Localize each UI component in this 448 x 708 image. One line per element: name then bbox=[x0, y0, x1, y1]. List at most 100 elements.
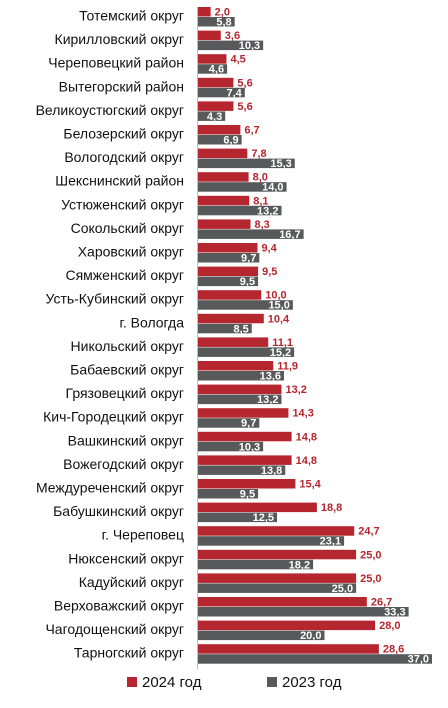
value-label-2023: 13,8 bbox=[261, 465, 282, 477]
value-label-2024: 10,4 bbox=[268, 313, 290, 325]
value-label-2023: 10,3 bbox=[239, 40, 260, 52]
bar-2024 bbox=[198, 290, 262, 300]
chart-row: Междуреченский округ 15,4 9,5 bbox=[36, 479, 322, 501]
chart-row: Верховажский округ 26,733,3 bbox=[54, 597, 409, 619]
bar-2023 bbox=[198, 111, 226, 121]
category-label: Вашкинский округ bbox=[68, 432, 184, 448]
value-label-2023: 12,5 bbox=[253, 512, 274, 524]
chart-row: Чагодощенский округ 28,0 20,0 bbox=[45, 620, 400, 642]
legend-label-2023: 2023 год bbox=[282, 674, 342, 691]
bar-2023 bbox=[198, 205, 282, 216]
value-label-2024: 28,6 bbox=[383, 644, 404, 656]
chart-row: Харовский округ 9,4 9,7 bbox=[78, 243, 278, 265]
bar-2024 bbox=[198, 549, 357, 560]
value-label-2024: 18,8 bbox=[321, 502, 342, 514]
bar-2023 bbox=[198, 441, 264, 452]
value-label-2023: 13,2 bbox=[257, 205, 278, 217]
category-label: Тарногский округ bbox=[74, 645, 184, 661]
bar-2023 bbox=[198, 536, 345, 546]
chart-row: Усть-Кубинский округ 10,015,0 bbox=[45, 290, 293, 312]
bar-2024 bbox=[198, 384, 282, 395]
value-label-2024: 9,4 bbox=[261, 243, 277, 255]
category-label: Вытегорский район bbox=[59, 78, 184, 94]
bar-2024 bbox=[198, 266, 259, 277]
legend-swatch-2023 bbox=[267, 677, 277, 687]
category-label: Междуреченский округ bbox=[36, 480, 184, 496]
bar-2023 bbox=[198, 323, 252, 334]
value-label-2024: 13,2 bbox=[285, 384, 306, 396]
value-label-2024: 14,3 bbox=[292, 408, 313, 420]
value-label-2023: 4,3 bbox=[207, 111, 222, 123]
value-label-2024: 24,7 bbox=[358, 526, 379, 538]
value-label-2024: 8,0 bbox=[253, 172, 268, 184]
bar-2023 bbox=[198, 394, 282, 405]
bar-2023 bbox=[198, 64, 228, 74]
chart-row: Великоустюгский округ 5,6 4,3 bbox=[36, 101, 253, 123]
bar-2024 bbox=[198, 101, 234, 111]
category-label: Бабушкинский округ bbox=[53, 503, 184, 519]
value-label-2023: 4,6 bbox=[209, 64, 224, 76]
chart-row: Бабаевский округ 11,913,6 bbox=[70, 361, 298, 383]
value-label-2024: 14,8 bbox=[296, 431, 317, 443]
chart-row: Устюженский округ 8,113,2 bbox=[61, 195, 282, 217]
category-label: Грязовецкий округ bbox=[66, 385, 184, 401]
value-label-2023: 6,9 bbox=[223, 135, 238, 147]
category-label: Вологодский округ bbox=[64, 149, 184, 165]
bar-2023 bbox=[198, 347, 295, 357]
legend-swatch-2024 bbox=[127, 677, 137, 687]
category-label: Великоустюгский округ bbox=[36, 102, 184, 118]
value-label-2023: 18,2 bbox=[289, 559, 310, 571]
bar-2024 bbox=[198, 54, 227, 64]
value-label-2023: 9,7 bbox=[241, 253, 256, 265]
chart-row: Никольский округ 11,115,2 bbox=[71, 337, 295, 359]
value-label-2023: 16,7 bbox=[279, 229, 300, 241]
chart-row: г. Череповец 24,7 23,1 bbox=[102, 526, 380, 548]
chart-row: Вожегодский округ 14,8 13,8 bbox=[63, 455, 317, 477]
chart-row: Череповецкий район 4,5 4,6 bbox=[48, 54, 245, 76]
category-label: Сокольский округ bbox=[71, 220, 184, 236]
chart-row: Вологодский округ 7,8 15,3 bbox=[64, 148, 295, 170]
value-label-2024: 6,7 bbox=[244, 125, 259, 137]
value-label-2023: 7,4 bbox=[227, 87, 243, 99]
value-label-2024: 25,0 bbox=[360, 573, 381, 585]
bar-2024 bbox=[198, 7, 211, 17]
category-label: Верховажский округ bbox=[54, 598, 184, 614]
bar-2023 bbox=[198, 583, 357, 593]
bar-2023 bbox=[198, 630, 325, 641]
value-label-2024: 4,5 bbox=[230, 54, 245, 66]
value-label-2024: 10,0 bbox=[265, 290, 286, 302]
value-label-2024: 26,7 bbox=[371, 597, 392, 609]
chart-row: Шекснинский район 8,014,0 bbox=[55, 172, 287, 194]
chart-row: Тотемский округ 2,05,8 bbox=[79, 7, 235, 29]
bar-2023 bbox=[198, 40, 264, 51]
category-label: Харовский округ bbox=[78, 244, 184, 260]
bar-2024 bbox=[198, 526, 355, 536]
chart-row: Грязовецкий округ 13,2 13,2 bbox=[66, 384, 307, 406]
value-label-2023: 14,0 bbox=[262, 182, 283, 194]
chart-row: Тарногский округ 28,6 37,0 bbox=[74, 644, 432, 666]
bar-2024 bbox=[198, 172, 249, 182]
category-label: Устюженский округ bbox=[61, 196, 184, 212]
value-label-2023: 9,7 bbox=[241, 418, 256, 430]
value-label-2023: 8,5 bbox=[233, 323, 248, 335]
value-label-2023: 23,1 bbox=[320, 536, 341, 548]
value-label-2023: 13,6 bbox=[260, 371, 281, 383]
value-label-2024: 5,6 bbox=[237, 101, 252, 113]
chart-row: Нюксенский округ 25,0 18,2 bbox=[68, 549, 381, 571]
bar-2023 bbox=[198, 465, 286, 475]
bar-2024 bbox=[198, 77, 234, 88]
value-label-2023: 10,3 bbox=[239, 441, 260, 453]
bar-2023 bbox=[198, 135, 242, 145]
bar-2023 bbox=[198, 300, 293, 310]
category-label: Шекснинский район bbox=[55, 173, 184, 189]
bar-2023 bbox=[198, 489, 259, 499]
category-label: г. Череповец bbox=[102, 527, 184, 543]
value-label-2024: 8,1 bbox=[253, 195, 268, 207]
value-label-2023: 20,0 bbox=[300, 630, 321, 642]
bar-2023 bbox=[198, 512, 278, 523]
bar-2024 bbox=[198, 455, 292, 465]
chart-row: Кич-Городецкий округ 14,3 9,7 bbox=[43, 408, 314, 430]
category-label: Сямженский округ bbox=[65, 267, 184, 283]
category-label: Никольский округ bbox=[71, 338, 184, 354]
